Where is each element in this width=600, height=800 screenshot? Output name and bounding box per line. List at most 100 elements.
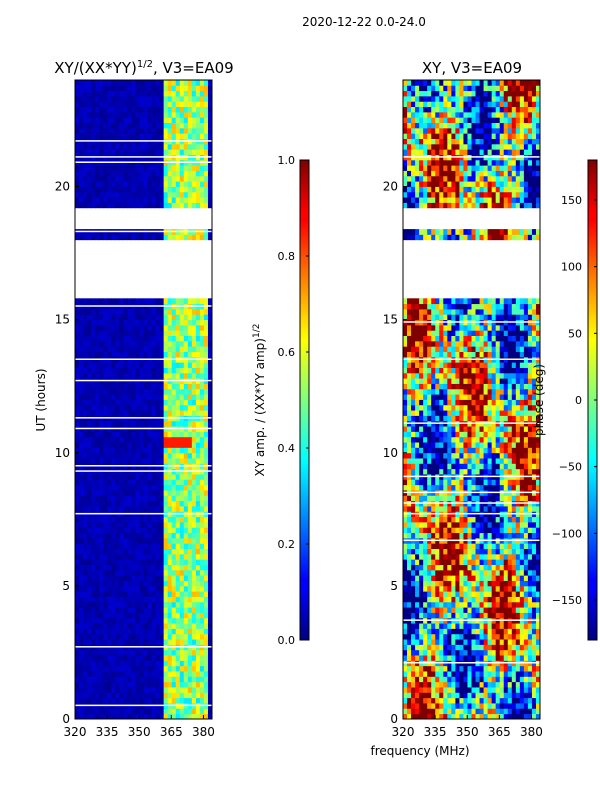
heatmap-cell [75,708,80,715]
heatmap-cell [195,101,201,108]
heatmap-cell [83,612,88,619]
heatmap-cell [459,644,464,651]
heatmap-cell [199,660,205,667]
heatmap-cell [411,633,416,640]
heatmap-cell [75,649,80,656]
heatmap-cell [79,351,84,358]
heatmap-cell [507,596,513,603]
heatmap-cell [155,143,161,150]
heatmap-cell [451,697,456,704]
heatmap-cell [103,628,108,635]
heatmap-cell [447,564,452,571]
heatmap-cell [475,607,480,613]
heatmap-cell [191,585,197,592]
heatmap-cell [179,324,185,331]
heatmap-cell [159,420,165,427]
heatmap-cell [167,660,173,667]
heatmap-cell [511,553,517,560]
heatmap-cell [159,585,165,592]
heatmap-cell [455,671,460,677]
heatmap-cell [511,644,517,651]
heatmap-cell [415,612,420,619]
heatmap-cell [451,713,456,720]
heatmap-cell [167,692,173,699]
heatmap-cell [127,85,132,92]
heatmap-cell [199,516,205,523]
heatmap-cell [163,521,169,528]
heatmap-phase [403,80,541,720]
heatmap-cell [451,676,456,683]
heatmap-cell [107,442,112,448]
heatmap-cell [99,340,104,347]
heatmap-cell [483,543,489,549]
heatmap-cell [151,628,156,635]
heatmap-cell [415,543,420,549]
heatmap-cell [471,633,476,640]
heatmap-cell [187,383,193,390]
heatmap-cell [111,490,116,496]
heatmap-cell [139,521,144,528]
heatmap-cell [183,713,189,720]
heatmap-cell [103,127,108,134]
heatmap-cell [103,474,108,480]
heatmap-cell [155,495,161,502]
heatmap-cell [183,617,189,624]
heatmap-cell [179,521,185,528]
heatmap-cell [107,330,112,336]
y-tick-label: 10 [55,446,70,460]
heatmap-cell [503,564,509,571]
heatmap-cell [207,612,213,619]
heatmap-cell [471,527,476,534]
heatmap-cell [131,474,136,480]
heatmap-cell [455,687,460,693]
heatmap-cell [95,484,100,491]
heatmap-cell [199,575,205,581]
heatmap-cell [123,596,128,603]
heatmap-cell [447,553,452,560]
heatmap-cell [187,506,193,512]
heatmap-cell [167,548,173,555]
heatmap-cell [487,532,493,539]
heatmap-cell [179,404,185,411]
heatmap-cell [143,420,148,427]
heatmap-cell [135,713,140,720]
heatmap-cell [407,681,412,688]
heatmap-cell [471,665,476,672]
heatmap-cell [183,314,189,321]
heatmap-cell [207,548,213,555]
heatmap-cell [167,484,173,491]
heatmap-cell [75,149,80,155]
heatmap-cell [159,335,165,342]
heatmap-cell [135,537,140,544]
heatmap-cell [159,447,165,454]
heatmap-cell [155,671,161,677]
heatmap-cell [87,127,92,134]
heatmap-cell [143,623,148,629]
heatmap-cell [147,324,152,331]
heatmap-cell [479,633,484,640]
heatmap-cell [107,623,112,629]
heatmap-cell [159,452,165,459]
heatmap-cell [123,399,128,406]
heatmap-cell [139,564,144,571]
heatmap-cell [95,687,100,693]
heatmap-cell [135,202,140,209]
heatmap-cell [451,543,456,549]
heatmap-cell [151,202,156,209]
heatmap-cell [519,676,525,683]
heatmap-cell [203,596,209,603]
heatmap-cell [199,319,205,326]
heatmap-cell [103,575,108,581]
heatmap-cell [87,697,92,704]
heatmap-cell [99,521,104,528]
heatmap-cell [151,367,156,374]
heatmap-cell [87,165,92,171]
heatmap-cell [207,585,213,592]
heatmap-cell [139,330,144,336]
heatmap-cell [91,80,96,86]
heatmap-cell [143,591,148,597]
heatmap-cell [511,506,517,512]
heatmap-cell [75,506,80,512]
heatmap-cell [99,569,104,576]
heatmap-cell [175,500,181,507]
